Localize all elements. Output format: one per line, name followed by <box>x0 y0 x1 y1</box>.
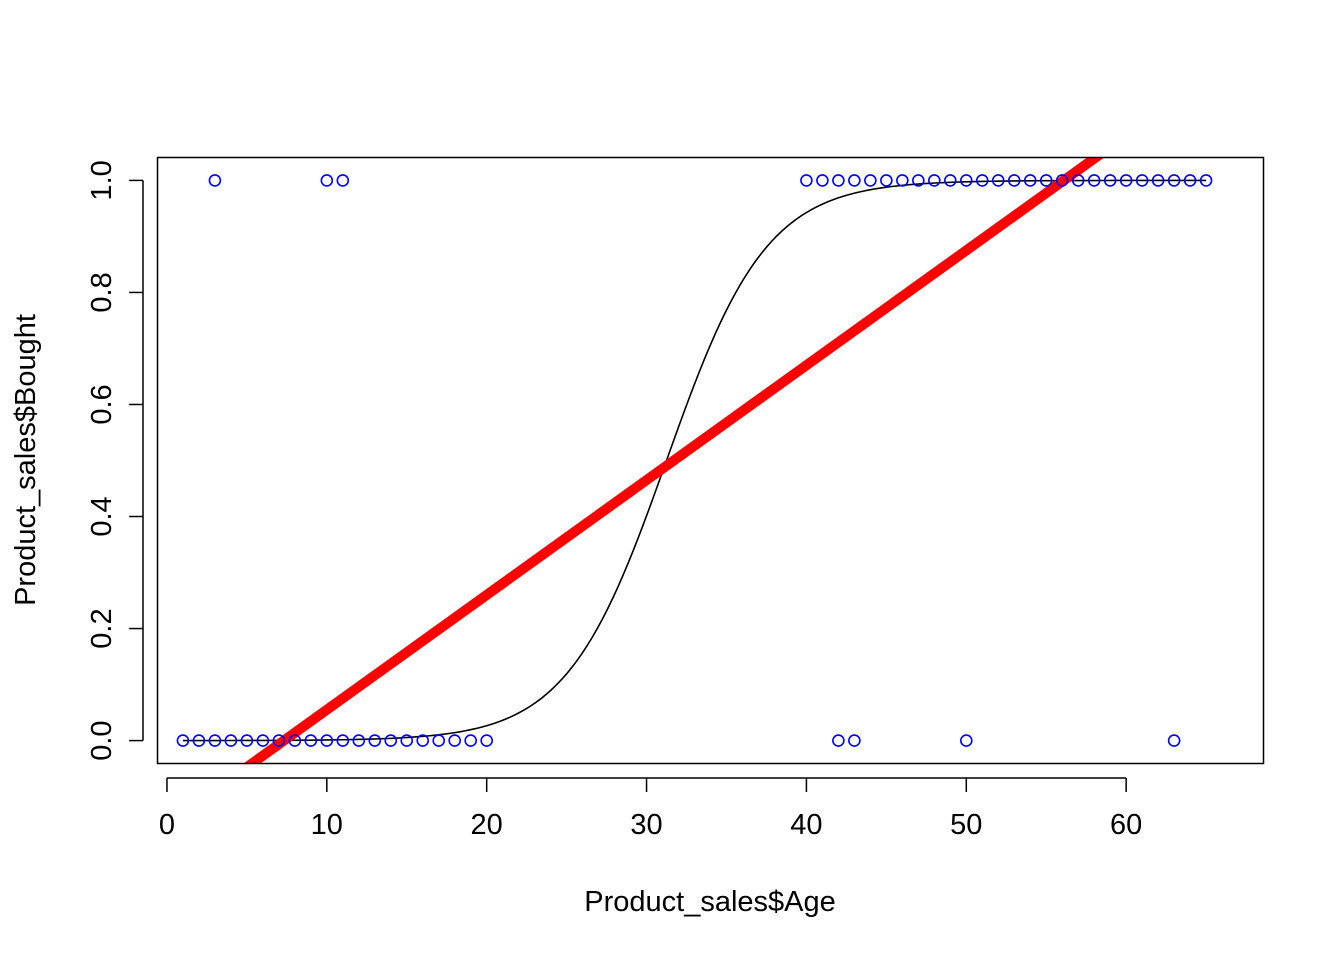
data-point <box>304 734 318 747</box>
data-point <box>224 734 238 747</box>
data-point <box>959 174 973 187</box>
data-point <box>896 174 909 187</box>
y-tick-label: 0.2 <box>86 608 118 648</box>
data-point <box>208 174 222 187</box>
data-point <box>208 734 222 747</box>
y-axis: 0.0 0.2 0.4 0.6 0.8 1.0 <box>86 160 144 761</box>
x-tick-label: 30 <box>630 809 662 841</box>
x-tick-label: 40 <box>790 809 822 841</box>
data-point <box>800 174 813 187</box>
data-point <box>1135 174 1149 187</box>
logistic-curve <box>182 179 1207 742</box>
data-point <box>832 174 845 187</box>
data-point <box>848 734 861 747</box>
data-point <box>848 174 861 187</box>
linear-fit-line <box>244 158 1104 763</box>
data-point <box>192 734 206 747</box>
data-point <box>864 174 877 187</box>
y-tick-label: 0.6 <box>86 384 118 424</box>
y-tick-label: 0.8 <box>86 272 118 312</box>
data-point <box>1199 174 1213 187</box>
x-tick-label: 60 <box>1110 809 1142 841</box>
y-axis-label: Product_sales$Bought <box>10 314 42 606</box>
data-point <box>912 174 925 187</box>
x-axis-label: Product_sales$Age <box>584 886 836 918</box>
x-tick-label: 50 <box>950 809 982 841</box>
plot-frame <box>156 156 1265 765</box>
data-point <box>1071 174 1085 187</box>
y-tick-label: 0.0 <box>86 720 118 760</box>
data-point <box>1055 174 1069 187</box>
data-point <box>336 174 350 187</box>
data-point <box>944 174 957 187</box>
x-tick-label: 10 <box>311 809 343 841</box>
y-tick-label: 1.0 <box>86 160 118 200</box>
data-point <box>336 734 350 747</box>
x-tick-label: 0 <box>159 809 175 841</box>
x-axis: 0 10 20 30 40 50 60 <box>159 777 1142 841</box>
data-point <box>320 734 334 747</box>
data-point <box>384 734 398 747</box>
data-point <box>352 734 366 747</box>
data-point <box>448 734 462 747</box>
data-point <box>880 174 893 187</box>
data-point <box>176 734 190 747</box>
data-point <box>368 734 382 747</box>
data-point <box>240 734 254 747</box>
data-point <box>464 734 477 747</box>
x-tick-label: 20 <box>471 809 503 841</box>
data-point <box>1167 174 1181 187</box>
data-point <box>400 734 414 747</box>
data-point <box>1183 174 1197 187</box>
data-point <box>928 174 941 187</box>
data-point <box>832 734 845 747</box>
fitted-curves <box>182 158 1207 763</box>
data-point <box>320 174 334 187</box>
data-point <box>1103 174 1117 187</box>
data-point <box>816 174 829 187</box>
data-point <box>432 734 446 747</box>
data-points <box>176 174 1213 747</box>
data-point <box>1087 174 1101 187</box>
data-point <box>1007 174 1021 187</box>
data-point <box>1119 174 1133 187</box>
data-point <box>416 734 430 747</box>
data-point <box>1023 174 1037 187</box>
data-point <box>959 734 973 747</box>
data-point <box>1167 734 1181 747</box>
data-point <box>991 174 1005 187</box>
y-tick-label: 0.4 <box>86 496 118 536</box>
data-point <box>480 734 493 747</box>
data-point <box>975 174 989 187</box>
data-point <box>272 734 286 747</box>
data-point <box>1039 174 1053 187</box>
data-point <box>256 734 270 747</box>
data-point <box>1151 174 1165 187</box>
data-point <box>288 734 302 747</box>
